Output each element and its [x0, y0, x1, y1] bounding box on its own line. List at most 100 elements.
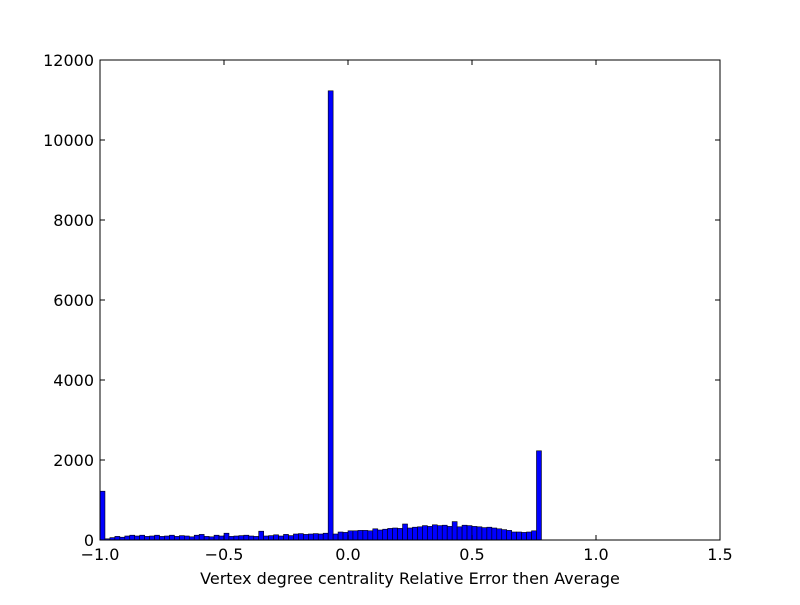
histogram-bar: [417, 526, 423, 541]
histogram-bar: [293, 533, 299, 541]
histogram-bar: [193, 534, 200, 541]
histogram-bar: [298, 533, 304, 541]
histogram-bar: [268, 535, 274, 541]
histogram-bar: [248, 535, 255, 541]
x-tick-label: 1.5: [707, 545, 732, 564]
histogram-bar: [124, 535, 131, 541]
histogram-bar: [144, 536, 150, 541]
histogram-bar: [392, 527, 398, 541]
histogram-bar: [352, 530, 359, 541]
histogram-bar: [436, 525, 443, 541]
histogram-bar: [159, 536, 165, 541]
histogram-bar: [332, 533, 339, 541]
histogram-bar: [174, 536, 180, 541]
histogram-bar: [427, 526, 433, 541]
histogram-bar: [164, 535, 170, 541]
histogram-bar: [496, 528, 503, 541]
histogram-bar: [506, 530, 512, 541]
histogram-bar: [501, 529, 508, 541]
histogram-bar: [536, 450, 542, 541]
histogram-bar: [491, 527, 498, 541]
histogram-bar: [139, 534, 145, 541]
histogram-bar: [372, 528, 379, 541]
histogram-bar: [422, 525, 428, 541]
histogram-bar: [317, 533, 324, 541]
histogram-bar: [134, 535, 140, 541]
histogram-bar: [397, 528, 403, 541]
histogram-bar: [154, 534, 160, 541]
histogram-bar: [347, 530, 354, 541]
histogram-bar: [516, 531, 522, 541]
y-tick-label: 6000: [53, 291, 94, 310]
histogram-bar: [367, 530, 374, 541]
histogram-bar: [357, 530, 364, 541]
x-axis-label: Vertex degree centrality Relative Error …: [200, 569, 620, 588]
histogram-bar: [149, 535, 155, 541]
histogram-bar: [476, 526, 483, 541]
histogram-bar: [387, 528, 393, 541]
histogram-bar: [223, 532, 230, 541]
histogram-bar: [129, 534, 136, 541]
histogram-bar: [342, 532, 349, 541]
histogram-bar: [402, 523, 408, 541]
histogram-bar: [382, 528, 388, 541]
histogram-bar: [412, 526, 418, 541]
histogram-bar: [526, 531, 532, 541]
histogram-bar: [263, 535, 269, 541]
x-tick-label: 0.0: [335, 545, 360, 564]
histogram-bar: [258, 530, 264, 541]
histogram-bar: [451, 521, 458, 541]
y-tick-label: 0: [84, 531, 94, 550]
x-tick-label: 1.0: [583, 545, 608, 564]
histogram-bar: [218, 535, 225, 541]
histogram-bar: [312, 533, 319, 541]
histogram-bar: [441, 524, 448, 541]
histogram-bar: [327, 90, 334, 541]
histogram-bar: [531, 530, 537, 541]
x-tick-label: 0.5: [459, 545, 484, 564]
histogram-bar: [486, 526, 493, 541]
y-tick-label: 2000: [53, 451, 94, 470]
histogram-bar: [243, 534, 250, 541]
histogram-bar: [456, 526, 463, 541]
histogram-bar: [308, 533, 314, 541]
histogram-bar: [432, 524, 438, 541]
x-tick-label: −0.5: [205, 545, 244, 564]
histogram-bar: [461, 524, 468, 541]
histogram-bar: [288, 535, 294, 541]
y-tick-label: 10000: [43, 131, 94, 150]
histogram-bar: [511, 531, 517, 541]
histogram-bar: [481, 527, 488, 541]
histogram-bar: [99, 490, 106, 541]
y-tick-label: 12000: [43, 51, 94, 70]
plot-frame: [99, 59, 721, 541]
histogram-bar: [184, 535, 190, 541]
y-tick-label: 4000: [53, 371, 94, 390]
histogram-bar: [169, 534, 175, 541]
ticks-group: −1.0 −0.5 0.0 0.5 1.0 1.5 0 2000 4000 6000 8000 100…: [43, 51, 733, 564]
histogram-bar: [253, 536, 260, 541]
histogram-bar: [283, 534, 289, 541]
histogram-bar: [203, 536, 210, 541]
histogram-bar: [114, 536, 121, 541]
histogram-bar: [446, 526, 453, 541]
histogram-bar: [521, 532, 527, 541]
histogram-bar: [278, 535, 284, 541]
histogram-bar: [337, 531, 344, 541]
histogram-bar: [322, 532, 329, 541]
histogram-bar: [407, 527, 413, 541]
histogram-bar: [303, 534, 309, 541]
histogram-bar: [471, 526, 478, 541]
histogram-bar: [228, 536, 235, 541]
histogram-bar: [198, 534, 205, 541]
histogram-bar: [362, 530, 369, 541]
histogram-bar: [273, 534, 279, 541]
histogram-bar: [179, 535, 185, 541]
histogram-bar: [238, 535, 245, 541]
histogram-bar: [466, 525, 473, 541]
histogram-bar: [377, 529, 384, 541]
y-tick-label: 8000: [53, 211, 94, 230]
